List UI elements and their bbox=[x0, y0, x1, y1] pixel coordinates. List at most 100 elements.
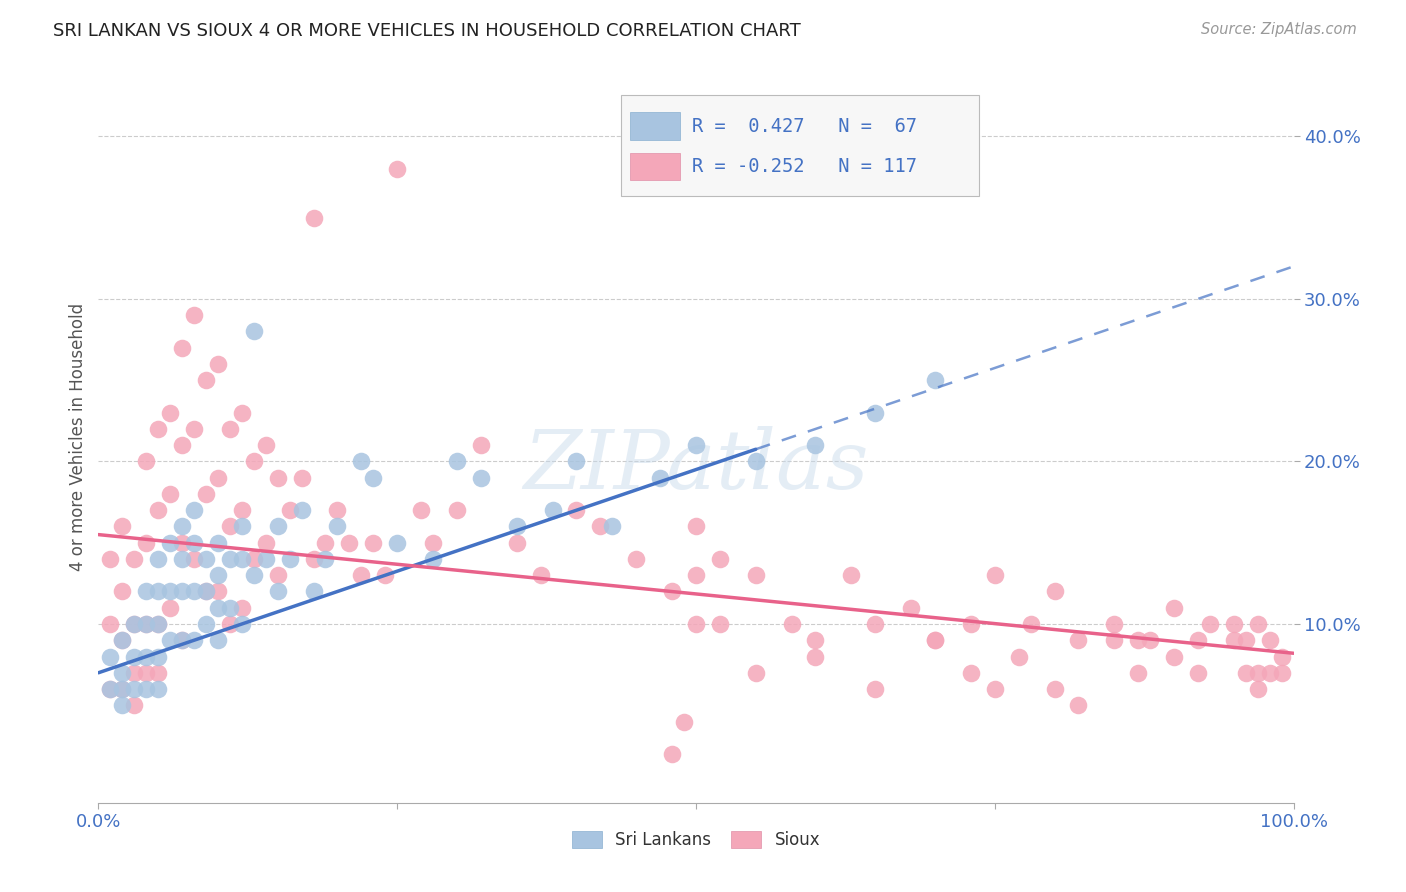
Point bbox=[124, 698, 146, 713]
Point bbox=[207, 535, 229, 549]
Point bbox=[602, 519, 624, 533]
Point bbox=[780, 617, 803, 632]
Point bbox=[302, 584, 325, 599]
Point bbox=[159, 406, 181, 420]
Legend: Sri Lankans, Sioux: Sri Lankans, Sioux bbox=[572, 831, 820, 849]
Point bbox=[267, 471, 290, 485]
Point bbox=[243, 552, 266, 566]
Point bbox=[565, 503, 588, 517]
Point bbox=[159, 633, 181, 648]
Point bbox=[363, 471, 385, 485]
Point bbox=[565, 454, 588, 468]
Point bbox=[243, 325, 266, 339]
Point bbox=[339, 535, 361, 549]
Point bbox=[111, 698, 134, 713]
Point bbox=[1271, 649, 1294, 664]
Point bbox=[984, 568, 1007, 582]
Text: Source: ZipAtlas.com: Source: ZipAtlas.com bbox=[1201, 22, 1357, 37]
Point bbox=[111, 584, 134, 599]
Point bbox=[254, 535, 277, 549]
Point bbox=[648, 471, 672, 485]
Point bbox=[1258, 633, 1281, 648]
Point bbox=[231, 552, 253, 566]
Point bbox=[1271, 665, 1294, 680]
Point bbox=[326, 503, 349, 517]
Point bbox=[685, 519, 707, 533]
Point bbox=[98, 552, 122, 566]
Point bbox=[98, 617, 122, 632]
Point bbox=[685, 438, 707, 452]
Point bbox=[661, 747, 683, 761]
Y-axis label: 4 or more Vehicles in Household: 4 or more Vehicles in Household bbox=[69, 303, 87, 571]
Point bbox=[111, 681, 134, 696]
Point bbox=[385, 161, 409, 176]
Point bbox=[1187, 633, 1209, 648]
Point bbox=[315, 535, 337, 549]
Point bbox=[470, 471, 492, 485]
Point bbox=[135, 681, 157, 696]
Point bbox=[207, 357, 229, 371]
Point bbox=[207, 633, 229, 648]
Point bbox=[159, 584, 181, 599]
Point bbox=[172, 519, 194, 533]
Point bbox=[1247, 617, 1270, 632]
Point bbox=[183, 422, 205, 436]
Point bbox=[1199, 617, 1222, 632]
Point bbox=[183, 633, 205, 648]
Point bbox=[1223, 617, 1246, 632]
Point bbox=[530, 568, 553, 582]
Point bbox=[148, 422, 170, 436]
Point bbox=[183, 535, 205, 549]
Point bbox=[960, 665, 983, 680]
Point bbox=[1247, 665, 1270, 680]
Point bbox=[350, 454, 373, 468]
FancyBboxPatch shape bbox=[630, 153, 681, 180]
Point bbox=[207, 471, 229, 485]
Point bbox=[148, 503, 170, 517]
Point bbox=[195, 584, 218, 599]
Point bbox=[267, 568, 290, 582]
Point bbox=[924, 633, 946, 648]
Point bbox=[685, 568, 707, 582]
Point bbox=[148, 649, 170, 664]
Point bbox=[98, 681, 122, 696]
Point bbox=[148, 681, 170, 696]
Point bbox=[124, 649, 146, 664]
Point bbox=[135, 649, 157, 664]
Point bbox=[148, 584, 170, 599]
Point bbox=[135, 617, 157, 632]
Point bbox=[673, 714, 696, 729]
Point bbox=[124, 665, 146, 680]
Point bbox=[363, 535, 385, 549]
Point bbox=[1104, 617, 1126, 632]
Point bbox=[1187, 665, 1209, 680]
Point bbox=[1067, 698, 1090, 713]
Point bbox=[254, 552, 277, 566]
Point bbox=[111, 633, 134, 648]
Point bbox=[446, 454, 468, 468]
Point bbox=[1223, 633, 1246, 648]
Point bbox=[626, 552, 648, 566]
Point bbox=[278, 503, 301, 517]
Point bbox=[135, 454, 157, 468]
Point bbox=[685, 617, 707, 632]
Point bbox=[924, 373, 946, 387]
FancyBboxPatch shape bbox=[630, 112, 681, 140]
Point bbox=[195, 584, 218, 599]
Point bbox=[841, 568, 863, 582]
Point bbox=[172, 552, 194, 566]
Point bbox=[267, 584, 290, 599]
Point bbox=[98, 681, 122, 696]
Point bbox=[1008, 649, 1031, 664]
Point bbox=[195, 552, 218, 566]
Point bbox=[148, 665, 170, 680]
Point bbox=[446, 503, 468, 517]
Point bbox=[302, 552, 325, 566]
Point bbox=[745, 568, 768, 582]
Point bbox=[1163, 649, 1185, 664]
Point bbox=[111, 519, 134, 533]
Point bbox=[172, 584, 194, 599]
Point bbox=[148, 617, 170, 632]
Point bbox=[709, 617, 731, 632]
Point bbox=[1234, 633, 1257, 648]
